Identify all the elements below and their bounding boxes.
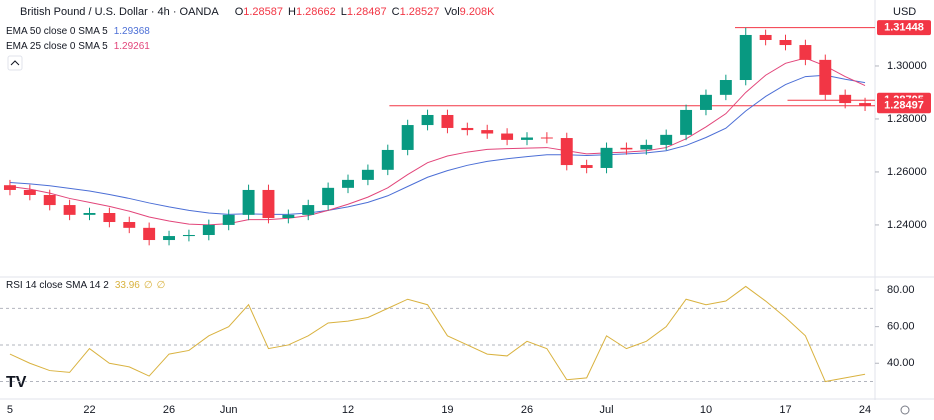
- candle-body: [421, 114, 434, 126]
- y-tick-label: 1.26000: [887, 166, 927, 178]
- ohlc-label: C: [392, 6, 400, 18]
- y-tick-label: 1.30000: [887, 60, 927, 72]
- candle-body: [242, 189, 255, 215]
- candle-body: [501, 133, 514, 140]
- rsi-line: [9, 285, 866, 383]
- candle-body: [302, 205, 315, 215]
- candle-body: [481, 130, 494, 134]
- candle-body: [163, 236, 175, 241]
- indicator-legend: EMA 50 close 0 SMA 5 1.29368: [6, 26, 150, 37]
- logo: TV: [6, 374, 27, 391]
- indicator-value: 1.29368: [114, 26, 151, 37]
- candle-body: [640, 144, 653, 150]
- y-tick-label: 1.24000: [887, 219, 927, 231]
- ohlc-label: Vol: [444, 6, 459, 18]
- candle-body: [521, 137, 533, 140]
- candle-body: [282, 214, 295, 219]
- candle-body: [182, 234, 195, 237]
- price-badge-label: 1.31448: [884, 22, 924, 34]
- x-tick-label: Jul: [600, 404, 614, 416]
- rsi-legend: RSI 14 close SMA 14 2 33.96 ∅ ∅: [6, 280, 165, 291]
- candle-body: [739, 34, 752, 81]
- candle-body: [381, 149, 394, 170]
- candle-body: [719, 80, 732, 95]
- x-tick-label: 5: [7, 404, 13, 416]
- header: British Pound / U.S. Dollar · 4h · OANDA…: [20, 6, 495, 18]
- candle-body: [839, 94, 852, 104]
- price-badge: [877, 98, 931, 114]
- indicator-name: EMA 25 close 0 SMA 5: [6, 41, 108, 52]
- candle-body: [441, 114, 454, 128]
- rsi-value: 33.96: [115, 280, 140, 291]
- candle-body: [759, 34, 772, 41]
- indicator-value: 1.29261: [114, 41, 151, 52]
- candle-body: [560, 138, 573, 166]
- ohlc-label: O: [235, 6, 244, 18]
- candle-body: [103, 213, 116, 223]
- ohlc-value: 9.208K: [460, 6, 496, 18]
- candle-body: [322, 187, 335, 206]
- candle-body: [819, 59, 832, 95]
- price-badge: [877, 20, 931, 36]
- rsi-extra: ∅: [157, 280, 166, 291]
- candle-body: [202, 224, 215, 235]
- candle-body: [123, 222, 136, 228]
- candle-body: [43, 194, 56, 206]
- x-tick-label: 22: [83, 404, 95, 416]
- candle-body: [143, 227, 156, 241]
- price-badge-label: 1.28497: [884, 100, 924, 112]
- rsi-name: RSI 14 close SMA 14 2: [6, 280, 109, 291]
- ohlc-value: 1.28527: [400, 6, 440, 18]
- rsi-tick-label: 80.00: [887, 284, 915, 296]
- candle-body: [401, 125, 414, 150]
- candle-body: [3, 185, 16, 190]
- candle-body: [620, 147, 633, 150]
- candle-body: [660, 134, 673, 145]
- candle-body: [342, 179, 354, 188]
- ohlc-value: 1.28487: [347, 6, 387, 18]
- x-tick-label: 17: [779, 404, 791, 416]
- candle-body: [600, 147, 613, 168]
- currency-label: USD: [893, 6, 916, 18]
- x-tick-label: 26: [521, 404, 533, 416]
- candle-body: [83, 213, 96, 215]
- candle-body: [859, 103, 872, 106]
- ema-line: [9, 57, 866, 226]
- x-tick-label: 19: [441, 404, 453, 416]
- ohlc-label: H: [288, 6, 296, 18]
- x-tick-label: 26: [163, 404, 175, 416]
- candle-body: [63, 205, 76, 215]
- collapse-button[interactable]: [7, 55, 23, 71]
- indicator-legend: EMA 25 close 0 SMA 5 1.29261: [6, 41, 150, 52]
- indicator-name: EMA 50 close 0 SMA 5: [6, 26, 108, 37]
- x-tick-label: 12: [342, 404, 354, 416]
- ohlc-value: 1.28662: [296, 6, 336, 18]
- collapse-icon: [10, 60, 20, 66]
- candle-body: [222, 214, 235, 225]
- ema-line: [9, 74, 866, 215]
- candle-body: [580, 165, 593, 168]
- rsi-tick-label: 60.00: [887, 321, 915, 333]
- candle-body: [540, 137, 553, 139]
- x-tick-label: 24: [859, 404, 871, 416]
- x-tick-label: Jun: [220, 404, 238, 416]
- rsi-tick-label: 40.00: [887, 357, 915, 369]
- candle-body: [461, 127, 474, 131]
- ohlc-label: L: [341, 6, 347, 18]
- candle-body: [700, 94, 712, 110]
- settings-icon[interactable]: [900, 405, 910, 415]
- candle-body: [361, 169, 374, 180]
- candle-body: [262, 189, 275, 219]
- ohlc-value: 1.28587: [243, 6, 283, 18]
- candle-body: [779, 40, 792, 46]
- symbol-title: British Pound / U.S. Dollar · 4h · OANDA: [20, 6, 219, 18]
- y-tick-label: 1.28000: [887, 113, 927, 125]
- candle-body: [680, 109, 693, 135]
- x-tick-label: 10: [700, 404, 712, 416]
- candle-body: [23, 189, 36, 195]
- candle-body: [799, 45, 812, 60]
- rsi-extra: ∅: [144, 280, 153, 291]
